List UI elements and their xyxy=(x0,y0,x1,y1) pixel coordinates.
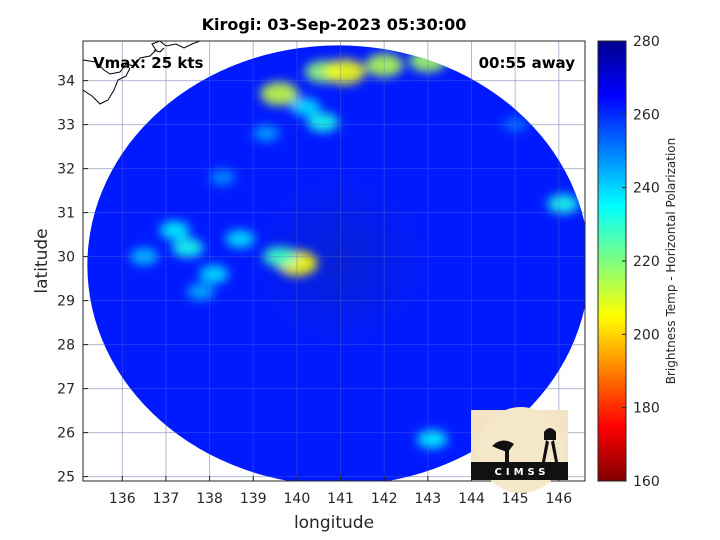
colorbar-tick-label: 240 xyxy=(633,181,660,197)
convection-cell xyxy=(417,429,448,449)
convection-cell xyxy=(130,248,159,266)
convection-cell xyxy=(159,220,190,240)
colorbar-tick-label: 280 xyxy=(633,34,660,50)
convection-cell xyxy=(209,169,236,186)
x-tick-label: 136 xyxy=(109,491,136,507)
colorbar-tick-label: 260 xyxy=(633,107,660,123)
x-axis-title: longitude xyxy=(294,513,374,533)
vmax-label: Vmax: 25 kts xyxy=(93,54,203,72)
water-tower-icon xyxy=(542,428,558,462)
convection-features xyxy=(130,49,579,449)
x-tick-label: 138 xyxy=(196,491,223,507)
colorbar-gradient xyxy=(597,40,627,482)
x-tick-label: 140 xyxy=(284,491,311,507)
y-axis: 25 26 27 28 29 30 31 32 33 34 xyxy=(57,74,88,486)
y-tick-label: 27 xyxy=(57,382,75,398)
convection-cell xyxy=(262,246,296,267)
y-tick-label: 28 xyxy=(57,338,75,354)
y-tick-label: 33 xyxy=(57,118,75,134)
plot-frame xyxy=(82,40,586,482)
coastline xyxy=(83,41,201,105)
y-tick-label: 29 xyxy=(57,294,75,310)
colorbar-tick-label: 220 xyxy=(633,254,660,270)
x-tick-label: 144 xyxy=(458,491,485,507)
convection-cell xyxy=(502,117,528,133)
x-tick-label: 139 xyxy=(240,491,267,507)
time-away-label: 00:55 away xyxy=(479,54,576,72)
y-tick-label: 25 xyxy=(57,470,75,486)
y-tick-label: 31 xyxy=(57,206,75,222)
convection-cell xyxy=(260,81,299,106)
y-tick-label: 32 xyxy=(57,162,75,178)
x-axis: 136 137 138 139 140 141 142 143 144 145 146 xyxy=(109,476,572,507)
colorbar-tick-label: 200 xyxy=(633,327,660,343)
convection-cell xyxy=(307,112,339,133)
x-tick-label: 146 xyxy=(545,491,572,507)
x-tick-label: 145 xyxy=(502,491,529,507)
convection-cell xyxy=(225,229,255,249)
colorbar-ticks: 160 180 200 220 240 260 280 xyxy=(622,34,660,490)
x-tick-label: 141 xyxy=(327,491,354,507)
x-tick-label: 137 xyxy=(153,491,180,507)
convection-cell xyxy=(187,283,215,301)
colorbar-tick-label: 180 xyxy=(633,401,660,417)
convection-cell xyxy=(172,238,204,258)
colorbar-tick-label: 160 xyxy=(633,474,660,490)
cimss-logo: CIMSS xyxy=(471,407,568,493)
chart-title: Kirogi: 03-Sep-2023 05:30:00 xyxy=(202,15,467,34)
convection-cell xyxy=(199,265,229,284)
x-tick-label: 142 xyxy=(371,491,398,507)
logo-text: CIMSS xyxy=(495,467,550,478)
grid-overlay xyxy=(83,41,585,481)
colorbar: 160 180 200 220 240 260 280 Brightness Temp - … xyxy=(597,34,678,490)
y-tick-label: 30 xyxy=(57,250,75,266)
y-tick-label: 26 xyxy=(57,426,75,442)
y-tick-label: 34 xyxy=(57,74,75,90)
convection-cell xyxy=(253,125,280,142)
y-axis-title: latitude xyxy=(32,228,52,293)
convection-cell xyxy=(547,194,579,214)
colorbar-label: Brightness Temp - Horizontal Polarizatio… xyxy=(664,138,678,385)
x-tick-label: 143 xyxy=(414,491,441,507)
convection-cell xyxy=(290,97,321,117)
convection-cell xyxy=(324,59,366,85)
convection-cell xyxy=(365,53,404,77)
